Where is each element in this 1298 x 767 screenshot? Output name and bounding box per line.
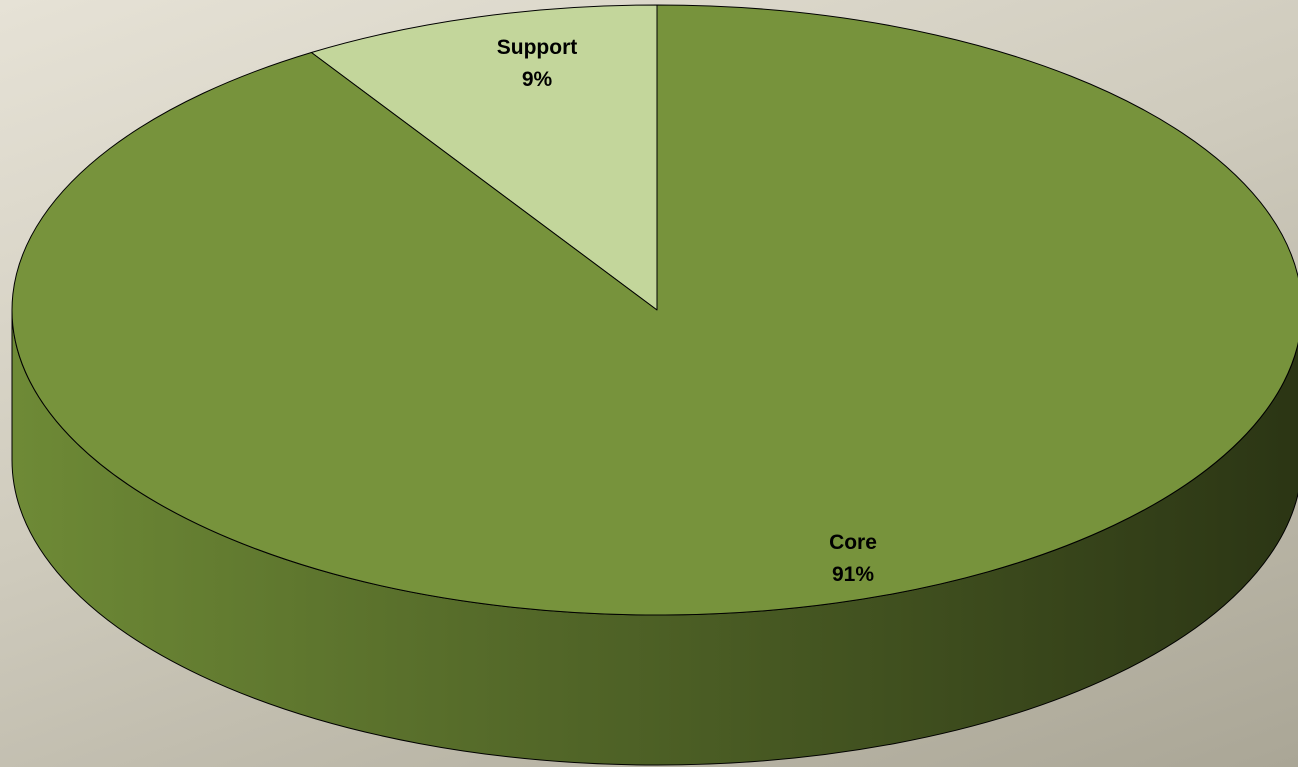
pie-labels: Support 9% Core 91% — [497, 36, 877, 586]
slice-value-core: 91% — [832, 563, 874, 586]
pie-slice-support — [310, 4, 658, 311]
slice-label-core: Core — [829, 531, 877, 554]
slice-value-support: 9% — [522, 68, 553, 91]
pie-top — [11, 4, 1298, 616]
slice-label-support: Support — [497, 36, 577, 59]
pie-slice-core — [11, 4, 1298, 616]
